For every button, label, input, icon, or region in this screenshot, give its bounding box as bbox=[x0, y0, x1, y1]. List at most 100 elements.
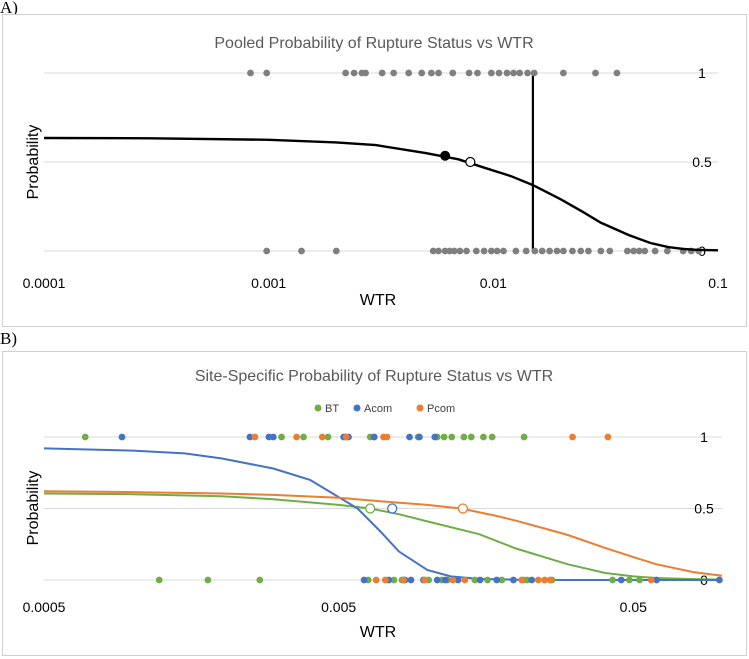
legend-label-acom: Acom bbox=[364, 403, 392, 415]
pcom-ruptured-point bbox=[318, 433, 326, 441]
unruptured-point bbox=[456, 247, 464, 255]
chart-a-xlabel: WTR bbox=[360, 292, 396, 309]
ruptured-point bbox=[613, 69, 621, 77]
pcom-unruptured-point bbox=[461, 576, 469, 584]
unruptured-point bbox=[463, 247, 470, 255]
bt-unruptured-point bbox=[609, 576, 616, 584]
ruptured-point bbox=[263, 69, 271, 77]
unruptured-point bbox=[332, 247, 340, 255]
y-tick-label: 1 bbox=[700, 429, 708, 445]
acom-unruptured-point bbox=[510, 576, 517, 584]
bt-unruptured-point bbox=[155, 576, 163, 584]
ruptured-point bbox=[516, 69, 524, 77]
pcom-ruptured-point bbox=[569, 433, 576, 441]
unruptured-point bbox=[435, 247, 442, 255]
x-tick-label: 0.0001 bbox=[23, 275, 66, 291]
legend-swatch-acom bbox=[353, 404, 361, 412]
pcom-unruptured-point bbox=[421, 576, 429, 584]
unruptured-point bbox=[531, 247, 539, 255]
unruptured-point bbox=[635, 247, 643, 255]
bt-ruptured-point bbox=[440, 433, 448, 441]
unruptured-point bbox=[450, 247, 458, 255]
unruptured-point bbox=[597, 247, 605, 255]
bt-ruptured-point bbox=[480, 433, 487, 441]
acom-unruptured-point bbox=[653, 576, 661, 584]
unruptured-point bbox=[623, 247, 631, 255]
chart-a-frame bbox=[2, 14, 747, 327]
pcom-ruptured-point bbox=[342, 433, 350, 441]
ruptured-point bbox=[487, 69, 495, 77]
bt-unruptured-point bbox=[498, 576, 506, 584]
chart-b-title: Site-Specific Probability of Rupture Sta… bbox=[195, 368, 553, 385]
pcom-curve bbox=[43, 490, 723, 577]
x-tick-label: 0.005 bbox=[321, 599, 356, 615]
unruptured-point bbox=[663, 247, 671, 255]
unruptured-point bbox=[441, 247, 449, 255]
bt-ruptured-point bbox=[324, 433, 332, 441]
bt-ruptured-point bbox=[467, 433, 475, 441]
pcom-ruptured-point bbox=[293, 433, 301, 441]
unruptured-point bbox=[493, 247, 501, 255]
ruptured-point bbox=[592, 69, 599, 77]
bt-curve bbox=[43, 492, 723, 581]
panel-a-letter: A) bbox=[0, 0, 18, 17]
ruptured-point bbox=[435, 69, 442, 77]
logistic-curve bbox=[43, 136, 719, 252]
ruptured-point bbox=[418, 69, 426, 77]
bt-unruptured-point bbox=[471, 576, 479, 584]
unruptured-point bbox=[553, 247, 561, 255]
pcom-unruptured-point bbox=[518, 576, 526, 584]
x-tick-label: 0.05 bbox=[620, 599, 647, 615]
pcom-unruptured-point bbox=[541, 576, 549, 584]
bt-ruptured-point bbox=[488, 433, 496, 441]
acom-ruptured-point bbox=[246, 433, 254, 441]
pcom-unruptured-point bbox=[546, 576, 554, 584]
bt-ruptured-point bbox=[278, 433, 285, 441]
legend-swatch-pcom bbox=[416, 404, 424, 412]
bt-unruptured-point bbox=[636, 576, 643, 584]
x-tick-label: 0.0005 bbox=[23, 599, 66, 615]
pcom-unruptured-point bbox=[534, 576, 542, 584]
unruptured-point bbox=[569, 247, 576, 255]
bt-unruptured-point bbox=[626, 576, 633, 584]
unruptured-point bbox=[522, 247, 530, 255]
ruptured-point bbox=[510, 69, 517, 77]
ruptured-point bbox=[530, 69, 538, 77]
acom-curve bbox=[43, 447, 722, 581]
ruptured-point bbox=[524, 69, 531, 77]
chart-b-legend: BT Acom Pcom bbox=[314, 403, 455, 415]
acom-ruptured-point bbox=[416, 433, 423, 441]
bt-unruptured-point bbox=[390, 576, 398, 584]
y-tick-label: 0.5 bbox=[692, 154, 712, 170]
acom-unruptured-point bbox=[433, 576, 441, 584]
legend-label-pcom: Pcom bbox=[427, 403, 455, 415]
pcom-ruptured-point bbox=[383, 433, 391, 441]
pcom-midpoint-marker bbox=[457, 503, 469, 514]
ruptured-point bbox=[495, 69, 503, 77]
unruptured-point bbox=[263, 247, 271, 255]
chart-b-ylabel: Probability bbox=[25, 471, 42, 546]
unruptured-point bbox=[559, 247, 567, 255]
bt-ruptured-point bbox=[460, 433, 468, 441]
ruptured-point bbox=[503, 69, 511, 77]
chart-b-xlabel: WTR bbox=[360, 624, 396, 641]
acom-ruptured-point bbox=[406, 433, 413, 441]
chart-a-title: Pooled Probability of Rupture Status vs … bbox=[214, 35, 533, 52]
x-tick-label: 0.001 bbox=[251, 275, 286, 291]
acom-unruptured-point bbox=[454, 576, 462, 584]
ruptured-point bbox=[427, 69, 435, 77]
chart-b-frame bbox=[2, 351, 747, 656]
ruptured-point bbox=[465, 69, 473, 77]
unruptured-point bbox=[546, 247, 553, 255]
acom-unruptured-point bbox=[407, 576, 415, 584]
unruptured-point bbox=[651, 247, 659, 255]
bt-ruptured-point bbox=[520, 433, 528, 441]
bt-unruptured-point bbox=[256, 576, 264, 584]
acom-unruptured-point bbox=[476, 576, 484, 584]
y-tick-label: 1 bbox=[698, 65, 706, 81]
bt-unruptured-point bbox=[484, 576, 491, 584]
ruptured-point bbox=[362, 69, 369, 77]
